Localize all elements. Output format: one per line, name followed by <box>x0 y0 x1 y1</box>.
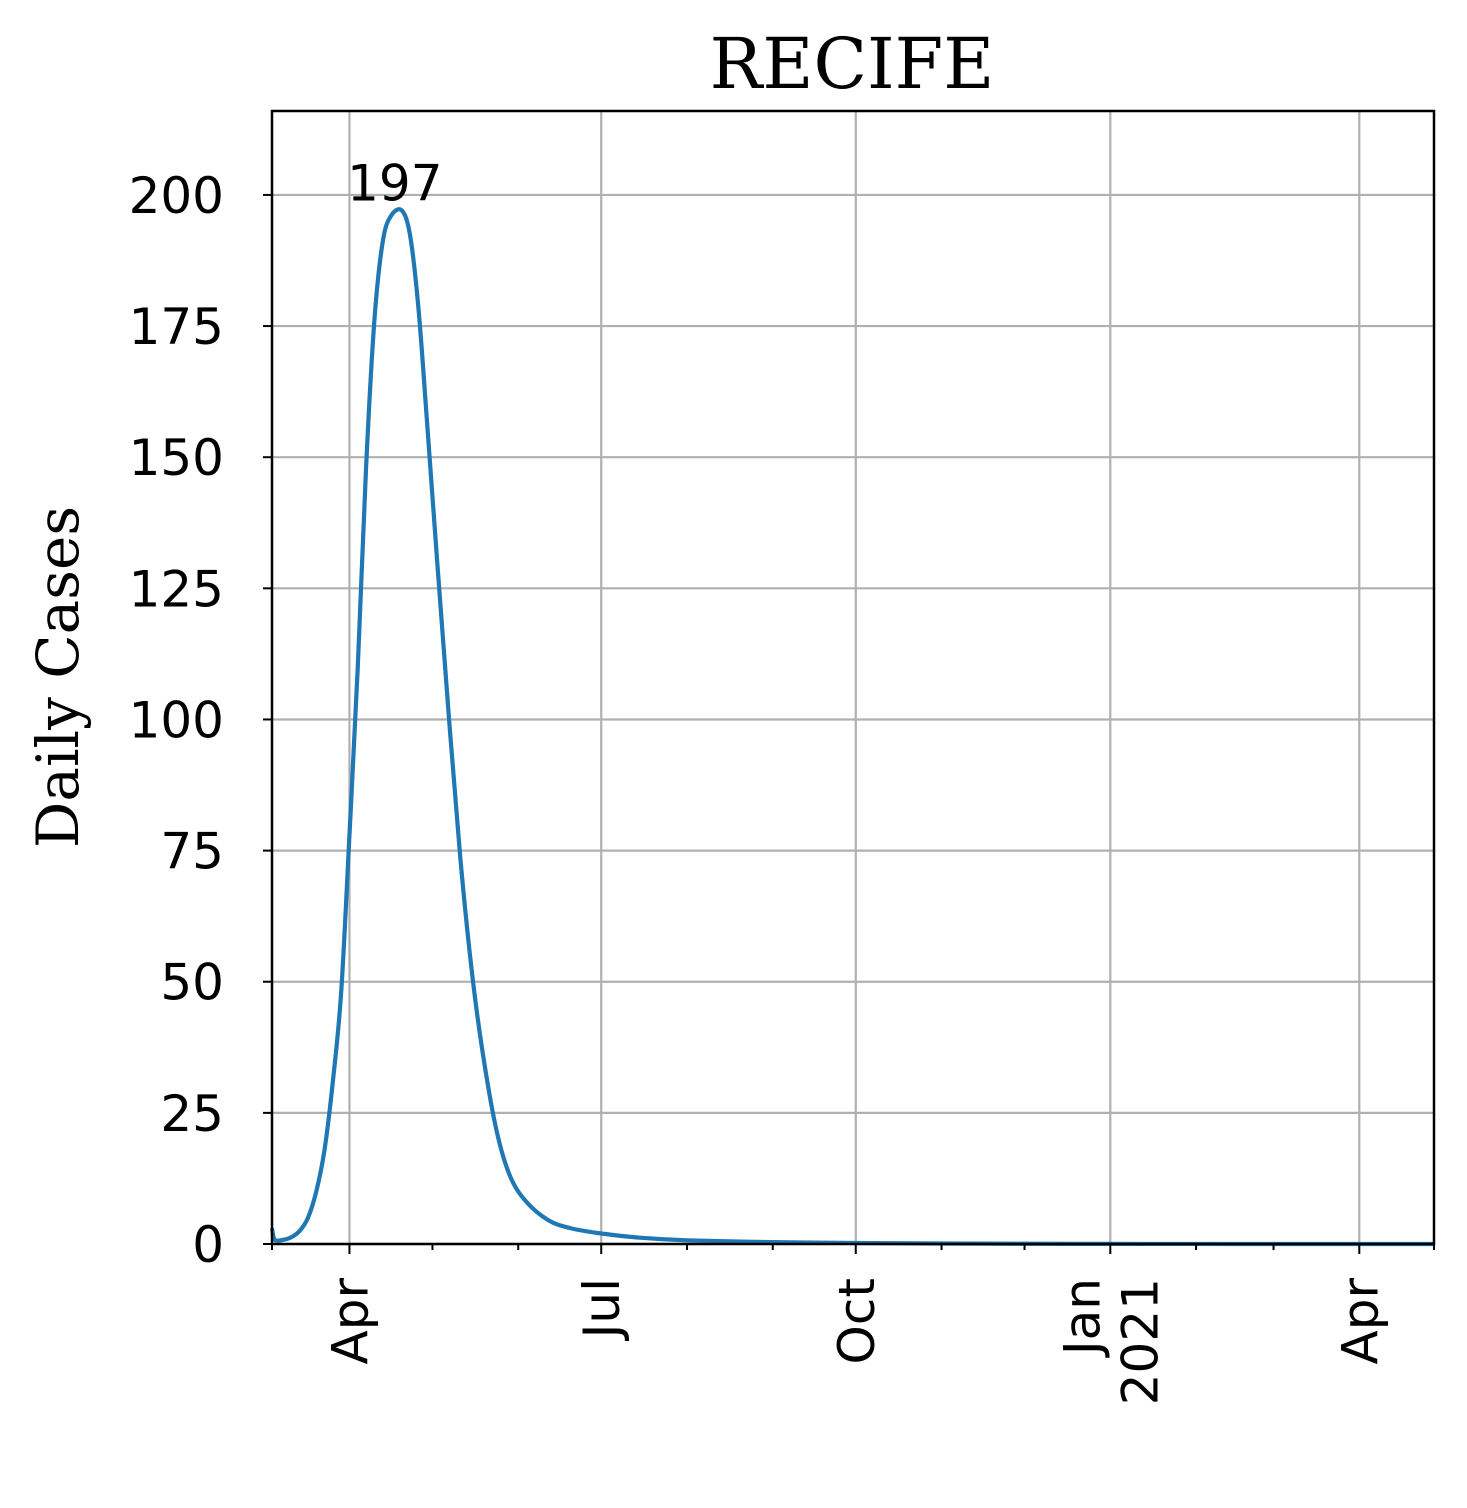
axis-ticks: 0 25 50 75 100 125 150 175 200 Apr Jul Oct Jan 2021 Ap… <box>129 167 1435 1405</box>
x-tick-label-group: Jan 2021 <box>1053 1278 1169 1405</box>
peak-annotation: 197 <box>347 155 442 213</box>
y-tick-label: 175 <box>129 298 224 356</box>
x-tick-label-group: Oct <box>828 1278 886 1364</box>
x-tick-label: Oct <box>828 1278 886 1364</box>
x-tick-label: 2021 <box>1111 1278 1169 1405</box>
y-tick-label: 0 <box>192 1216 224 1274</box>
chart-title: RECIFE <box>710 23 995 105</box>
x-tick-label-group: Apr <box>321 1278 379 1365</box>
x-tick-label-group: Apr <box>1331 1278 1389 1365</box>
y-tick-label: 50 <box>160 954 224 1012</box>
y-tick-label: 75 <box>160 823 224 881</box>
y-tick-label: 150 <box>129 429 224 487</box>
x-tick-label: Jan <box>1053 1278 1111 1358</box>
plot-frame <box>270 109 1436 1246</box>
x-tick-label-group: Jul <box>573 1278 631 1341</box>
grid-lines <box>272 111 1434 1246</box>
daily-cases-line <box>269 207 1434 1247</box>
y-tick-label: 125 <box>129 560 224 618</box>
x-tick-label: Apr <box>1331 1278 1389 1365</box>
y-axis-label: Daily Cases <box>24 506 92 848</box>
y-tick-label: 200 <box>129 167 224 225</box>
y-tick-label: 25 <box>160 1085 224 1143</box>
y-tick-label: 100 <box>129 691 224 749</box>
x-tick-label: Apr <box>321 1278 379 1365</box>
x-tick-label: Jul <box>573 1278 631 1341</box>
series-layer <box>269 207 1434 1247</box>
